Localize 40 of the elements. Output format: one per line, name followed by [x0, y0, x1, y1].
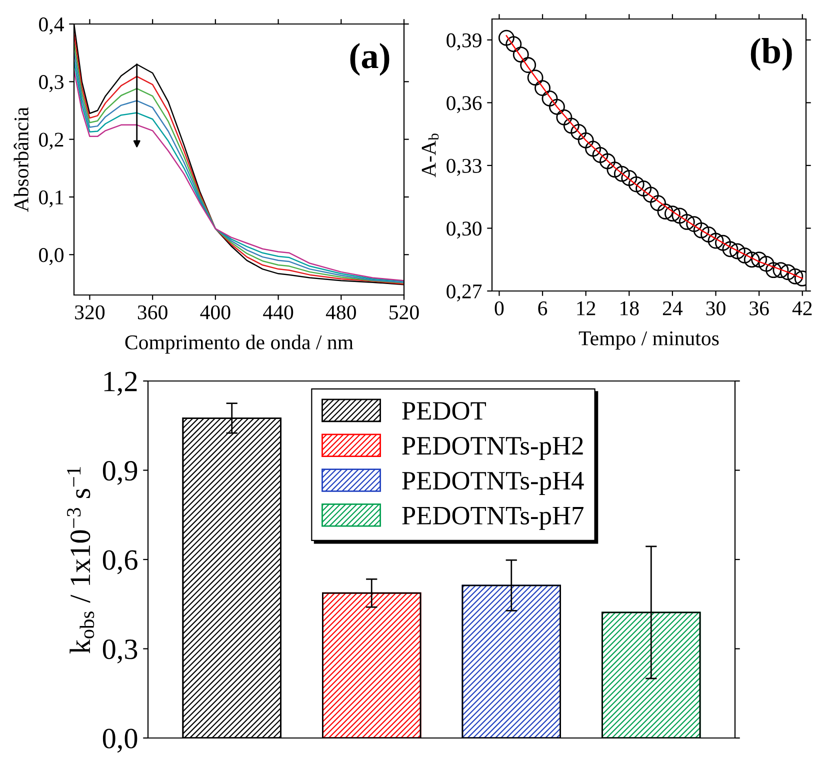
y-axis-title: Absorbância — [14, 107, 28, 212]
x-tick-label: 30 — [706, 301, 726, 316]
y-axis-title: k$_{obs}$ / 1x10$^{−3}$ s$^{−1}$ — [67, 467, 94, 654]
annotation: (b) — [750, 38, 792, 71]
y-tick-label: 0,3 — [102, 639, 138, 664]
x-axis-title: Tempo / minutos — [578, 331, 719, 350]
y-tick-label: 0,2 — [39, 132, 64, 150]
annotation: (a) — [350, 42, 390, 76]
x-tick-label: 6 — [538, 301, 548, 316]
y-tick-label: 0,30 — [446, 222, 482, 239]
x-tick-label: 320 — [75, 305, 105, 320]
x-tick-label: 0 — [494, 301, 504, 316]
x-axis-title: Comprimento de onda / nm — [125, 334, 354, 354]
y-tick-label: 0,0 — [102, 728, 138, 753]
x-tick-label: 520 — [390, 305, 419, 320]
y-tick-label: 1,2 — [104, 372, 137, 396]
y-axis-title: A-A$_{b}$ — [422, 134, 439, 178]
y-tick-label: 0,36 — [446, 96, 482, 114]
x-tick-label: 24 — [662, 301, 683, 316]
x-tick-label: 42 — [792, 301, 812, 316]
y-tick-label: 0,27 — [446, 284, 482, 302]
legend-label: PEDOTNTs-pH4 — [402, 472, 584, 495]
y-tick-label: 0,1 — [39, 190, 64, 208]
legend-label: PEDOTNTs-pH2 — [402, 436, 583, 460]
y-tick-label: 0,6 — [102, 550, 138, 574]
y-tick-label: 0,9 — [102, 460, 138, 485]
x-tick-label: 36 — [750, 301, 769, 316]
legend-label: PEDOT — [402, 402, 486, 420]
x-tick-label: 360 — [138, 305, 168, 320]
x-tick-label: 440 — [263, 305, 294, 320]
y-tick-label: 0,33 — [446, 158, 482, 176]
x-tick-label: 480 — [326, 305, 356, 320]
y-tick-label: 0,39 — [446, 33, 482, 50]
x-tick-label: 400 — [200, 305, 230, 320]
legend-label: PEDOTNTs-pH7 — [402, 506, 584, 530]
y-tick-label: 0,4 — [39, 17, 64, 34]
y-tick-label: 0,0 — [39, 248, 64, 266]
x-tick-label: 18 — [620, 301, 639, 316]
y-tick-label: 0,3 — [39, 75, 64, 92]
x-tick-label: 12 — [577, 301, 596, 316]
